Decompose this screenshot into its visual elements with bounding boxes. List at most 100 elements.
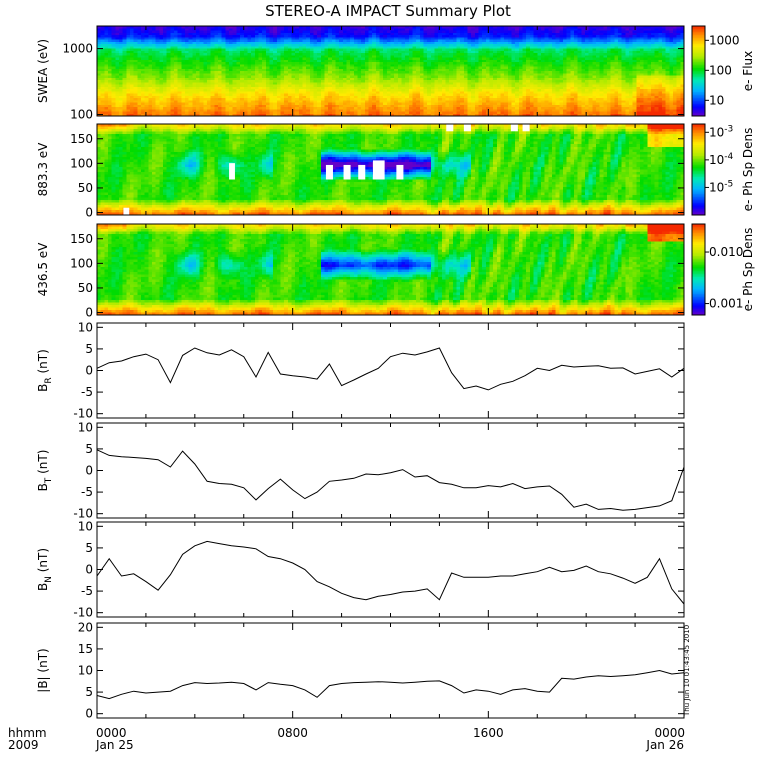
heatmap-cell bbox=[339, 35, 344, 38]
heatmap-cell bbox=[434, 104, 439, 108]
heatmap-cell bbox=[174, 62, 179, 65]
heatmap-cell bbox=[434, 95, 439, 99]
heatmap-cell bbox=[309, 44, 315, 47]
heatmap-cell bbox=[383, 91, 388, 95]
heatmap-cell bbox=[346, 104, 351, 108]
heatmap-cell bbox=[280, 35, 285, 38]
heatmap-cell bbox=[427, 100, 432, 104]
heatmap-cell bbox=[229, 41, 234, 45]
heatmap-cell bbox=[364, 100, 370, 104]
heatmap-cell bbox=[126, 89, 131, 92]
heatmap-cell bbox=[280, 26, 285, 29]
heatmap-cell bbox=[537, 55, 542, 59]
heatmap-cell bbox=[115, 66, 120, 70]
heatmap-cell bbox=[445, 71, 450, 74]
heatmap-cell bbox=[133, 59, 138, 63]
heatmap-cell bbox=[529, 68, 535, 72]
heatmap-cell bbox=[379, 59, 384, 63]
heatmap-cell bbox=[496, 75, 502, 79]
heatmap-cell bbox=[100, 35, 105, 38]
heatmap-cell bbox=[144, 66, 149, 70]
heatmap-cell bbox=[449, 111, 454, 115]
heatmap-cell bbox=[551, 35, 557, 38]
heatmap-cell bbox=[170, 57, 175, 61]
heatmap-cell bbox=[130, 102, 135, 106]
heatmap-cell bbox=[240, 80, 245, 83]
heatmap-cell bbox=[500, 68, 505, 72]
heatmap-cell bbox=[119, 48, 124, 52]
heatmap-cell bbox=[133, 37, 138, 41]
heatmap-cell bbox=[438, 46, 443, 50]
heatmap-cell bbox=[221, 71, 227, 74]
heatmap-cell bbox=[291, 32, 296, 36]
heatmap-cell bbox=[199, 59, 204, 63]
heatmap-cell bbox=[265, 50, 271, 54]
heatmap-cell bbox=[280, 95, 285, 99]
heatmap-cell bbox=[126, 80, 131, 83]
heatmap-cell bbox=[463, 91, 469, 95]
heatmap-cell bbox=[485, 35, 491, 38]
heatmap-cell bbox=[540, 98, 546, 101]
heatmap-cell bbox=[247, 77, 252, 81]
heatmap-cell bbox=[166, 93, 171, 97]
heatmap-cell bbox=[104, 102, 109, 106]
heatmap-cell bbox=[346, 75, 351, 79]
heatmap-cell bbox=[306, 66, 311, 70]
heatmap-cell bbox=[144, 57, 149, 61]
heatmap-cell bbox=[298, 95, 304, 99]
heatmap-cell bbox=[471, 66, 476, 70]
heatmap-cell bbox=[386, 50, 392, 54]
heatmap-cell bbox=[368, 59, 373, 63]
heatmap-cell bbox=[130, 111, 135, 115]
heatmap-cell bbox=[339, 100, 344, 104]
heatmap-cell bbox=[218, 46, 223, 50]
heatmap-cell bbox=[177, 64, 182, 68]
heatmap-cell bbox=[177, 111, 182, 115]
heatmap-cell bbox=[232, 82, 238, 86]
heatmap-cell bbox=[295, 77, 300, 81]
heatmap-cell bbox=[199, 98, 204, 101]
heatmap-cell bbox=[460, 39, 465, 43]
heatmap-cell bbox=[284, 39, 289, 43]
heatmap-cell bbox=[254, 41, 260, 45]
heatmap-cell bbox=[306, 95, 311, 99]
heatmap-cell bbox=[177, 89, 182, 92]
heatmap-cell bbox=[240, 64, 245, 68]
heatmap-cell bbox=[181, 113, 186, 117]
heatmap-cell bbox=[122, 82, 127, 86]
heatmap-cell bbox=[133, 84, 138, 88]
heatmap-cell bbox=[291, 109, 296, 113]
heatmap-cell bbox=[493, 68, 498, 72]
heatmap-cell bbox=[240, 73, 245, 77]
heatmap-cell bbox=[199, 50, 204, 54]
heatmap-cell bbox=[515, 68, 520, 72]
heatmap-cell bbox=[522, 46, 527, 50]
heatmap-cell bbox=[485, 86, 491, 90]
heatmap-cell bbox=[232, 71, 238, 74]
heatmap-cell bbox=[441, 28, 447, 32]
heatmap-cell bbox=[496, 89, 502, 92]
heatmap-cell bbox=[225, 91, 230, 95]
heatmap-cell bbox=[225, 93, 230, 97]
heatmap-cell bbox=[507, 62, 513, 65]
heatmap-cell bbox=[379, 48, 384, 52]
heatmap-cell bbox=[463, 73, 469, 77]
heatmap-cell bbox=[419, 73, 425, 77]
heatmap-cell bbox=[390, 86, 395, 90]
heatmap-cell bbox=[500, 50, 505, 54]
heatmap-cell bbox=[353, 98, 359, 101]
heatmap-cell bbox=[280, 100, 285, 104]
heatmap-cell bbox=[350, 35, 355, 38]
heatmap-cell bbox=[185, 111, 190, 115]
heatmap-cell bbox=[163, 35, 168, 38]
heatmap-cell bbox=[551, 98, 557, 101]
heatmap-cell bbox=[309, 39, 315, 43]
heatmap-cell bbox=[196, 111, 201, 115]
heatmap-cell bbox=[258, 71, 263, 74]
heatmap-cell bbox=[401, 30, 406, 34]
heatmap-cell bbox=[214, 73, 219, 77]
heatmap-cell bbox=[302, 71, 307, 74]
heatmap-cell bbox=[166, 109, 171, 113]
heatmap-cell bbox=[504, 82, 509, 86]
heatmap-cell bbox=[185, 109, 190, 113]
